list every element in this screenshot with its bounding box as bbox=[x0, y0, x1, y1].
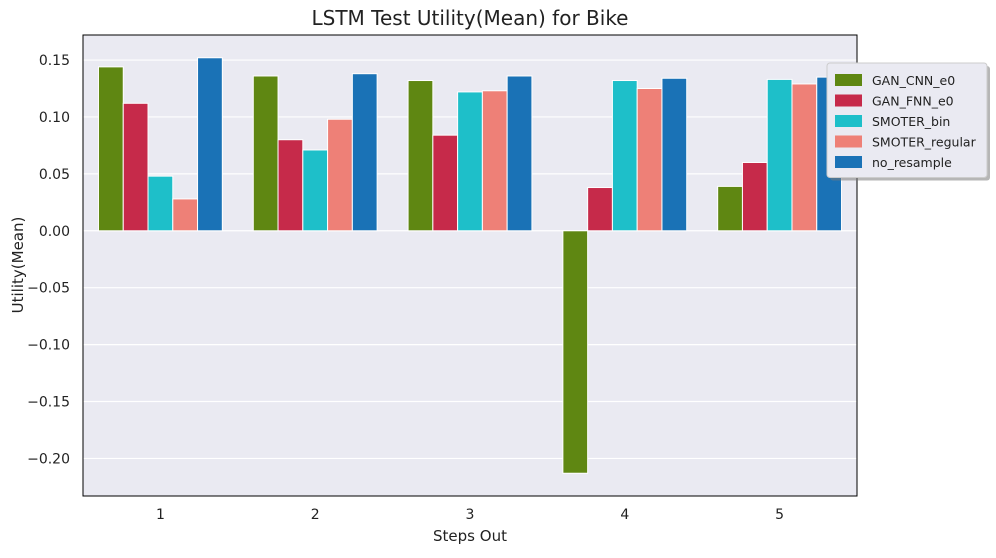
bar-GAN_FNN_e0-step-2 bbox=[277, 139, 304, 232]
x-tick-label: 1 bbox=[156, 507, 165, 523]
legend-swatch bbox=[835, 94, 862, 107]
y-tick-label: 0.00 bbox=[39, 224, 70, 240]
x-tick-label: 2 bbox=[311, 507, 320, 523]
bar-GAN_FNN_e0-step-3 bbox=[432, 134, 459, 232]
legend-swatch bbox=[835, 156, 862, 168]
bar-GAN_FNN_e0-step-4 bbox=[587, 187, 613, 232]
bar-GAN_CNN_e0-step-2 bbox=[252, 75, 279, 232]
bar-SMOTER_bin-step-1 bbox=[147, 175, 174, 232]
legend-label: GAN_CNN_e0 bbox=[872, 73, 955, 88]
bar-GAN_CNN_e0-step-3 bbox=[407, 80, 434, 232]
bar-GAN_FNN_e0-step-1 bbox=[122, 102, 149, 232]
bar-SMOTER_regular-step-2 bbox=[327, 118, 353, 232]
bar-no_resample-step-4 bbox=[661, 77, 688, 232]
bar-SMOTER_bin-step-3 bbox=[457, 91, 483, 232]
y-tick-label: 0.05 bbox=[39, 167, 70, 183]
legend-swatch bbox=[835, 74, 862, 86]
bar-SMOTER_bin-step-2 bbox=[302, 149, 329, 232]
bar-SMOTER_bin-step-4 bbox=[611, 80, 638, 232]
y-tick-label: −0.15 bbox=[27, 395, 70, 411]
legend-swatch bbox=[835, 115, 862, 127]
legend: GAN_CNN_e0 GAN_FNN_e0 SMOTER_bin SMOTER_reg… bbox=[826, 62, 990, 181]
legend-label: SMOTER_bin bbox=[872, 114, 950, 129]
bar-SMOTER_regular-step-5 bbox=[791, 83, 818, 232]
bar-no_resample-step-2 bbox=[351, 73, 378, 232]
x-tick-label: 4 bbox=[620, 507, 629, 523]
bar-no_resample-step-1 bbox=[197, 57, 223, 232]
legend-label: no_resample bbox=[872, 155, 952, 170]
bar-GAN_FNN_e0-step-5 bbox=[741, 161, 768, 232]
y-tick-label: 0.10 bbox=[39, 110, 70, 126]
y-tick-labels: 0.15 0.10 0.05 0.00 −0.05 −0.10 −0.15 −0.20 bbox=[27, 53, 70, 467]
x-tick-labels: 1 2 3 4 5 bbox=[156, 507, 784, 523]
y-tick-label: −0.20 bbox=[27, 451, 70, 467]
x-tick-label: 5 bbox=[775, 507, 784, 523]
y-axis-label: Utility(Mean) bbox=[9, 217, 27, 314]
y-tick-label: −0.05 bbox=[27, 281, 70, 297]
bar-SMOTER_regular-step-1 bbox=[172, 198, 199, 232]
chart-title: LSTM Test Utility(Mean) for Bike bbox=[311, 6, 628, 30]
legend-label: GAN_FNN_e0 bbox=[872, 94, 954, 109]
legend-label: SMOTER_regular bbox=[872, 135, 977, 150]
bar-GAN_CNN_e0-step-5 bbox=[717, 185, 743, 232]
y-tick-label: −0.10 bbox=[27, 338, 70, 354]
plot-frame bbox=[82, 34, 858, 497]
y-tick-label: 0.15 bbox=[39, 53, 70, 69]
bar-SMOTER_regular-step-3 bbox=[481, 90, 508, 232]
bar-no_resample-step-3 bbox=[506, 75, 533, 232]
legend-box bbox=[826, 62, 988, 178]
bar-GAN_CNN_e0-step-4 bbox=[562, 230, 589, 474]
legend-swatch bbox=[835, 135, 862, 148]
bar-SMOTER_bin-step-5 bbox=[766, 78, 793, 232]
bars-layer bbox=[97, 57, 843, 474]
x-axis-label: Steps Out bbox=[433, 527, 507, 545]
x-tick-label: 3 bbox=[466, 507, 475, 523]
bar-GAN_CNN_e0-step-1 bbox=[97, 66, 124, 232]
bar-SMOTER_regular-step-4 bbox=[636, 87, 663, 232]
